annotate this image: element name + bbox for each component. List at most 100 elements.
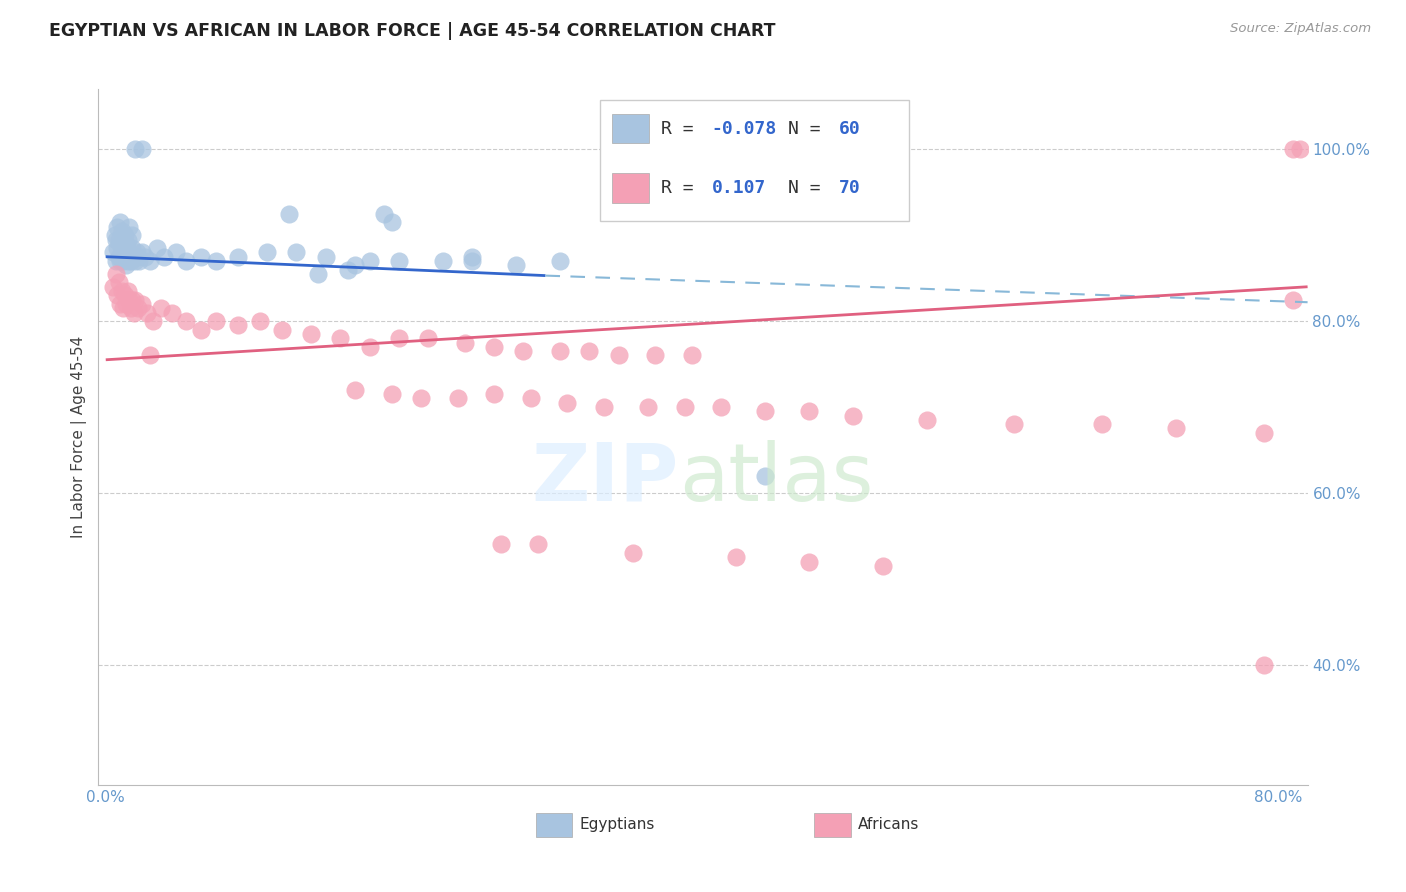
Point	[122, 305, 145, 319]
Point	[112, 301, 135, 316]
Point	[105, 233, 128, 247]
Point	[115, 297, 138, 311]
Point	[125, 245, 148, 260]
Point	[343, 258, 366, 272]
Point	[110, 297, 132, 311]
Y-axis label: In Labor Force | Age 45-54: In Labor Force | Age 45-54	[72, 336, 87, 538]
Point	[1253, 657, 1275, 672]
Point	[121, 228, 143, 243]
Point	[1282, 142, 1305, 156]
Point	[637, 400, 659, 414]
Point	[110, 215, 132, 229]
Point	[512, 344, 534, 359]
Point	[799, 555, 821, 569]
Text: 60: 60	[838, 120, 860, 138]
Point	[111, 245, 134, 260]
Point	[134, 250, 156, 264]
Point	[117, 284, 139, 298]
Point	[299, 326, 322, 341]
Text: N =: N =	[787, 120, 831, 138]
Point	[681, 349, 703, 363]
Point	[593, 400, 616, 414]
Point	[607, 349, 630, 363]
Text: atlas: atlas	[679, 440, 873, 518]
Point	[1091, 417, 1114, 432]
Point	[142, 314, 165, 328]
Point	[359, 254, 381, 268]
FancyBboxPatch shape	[536, 813, 572, 837]
Point	[278, 207, 301, 221]
Point	[505, 258, 527, 272]
Point	[118, 293, 141, 307]
Point	[118, 245, 141, 260]
Point	[548, 344, 571, 359]
Point	[621, 546, 644, 560]
Point	[724, 550, 747, 565]
Point	[754, 468, 776, 483]
Text: 0.107: 0.107	[711, 179, 766, 197]
Text: EGYPTIAN VS AFRICAN IN LABOR FORCE | AGE 45-54 CORRELATION CHART: EGYPTIAN VS AFRICAN IN LABOR FORCE | AGE…	[49, 22, 776, 40]
Text: Egyptians: Egyptians	[579, 817, 655, 832]
Text: 70: 70	[838, 179, 860, 197]
Text: R =: R =	[661, 120, 704, 138]
Point	[127, 301, 149, 316]
Point	[872, 558, 894, 573]
Point	[388, 331, 411, 345]
Point	[226, 318, 249, 333]
Point	[1282, 293, 1305, 307]
FancyBboxPatch shape	[600, 100, 908, 221]
Point	[1289, 142, 1312, 156]
Point	[108, 276, 131, 290]
Point	[520, 392, 543, 406]
Point	[461, 254, 484, 268]
Point	[644, 349, 666, 363]
Point	[150, 301, 173, 316]
Point	[112, 233, 135, 247]
Point	[138, 254, 160, 268]
Point	[482, 340, 505, 354]
Point	[111, 284, 134, 298]
Point	[1004, 417, 1026, 432]
Point	[121, 293, 143, 307]
Point	[107, 241, 129, 255]
Point	[373, 207, 395, 221]
Text: -0.078: -0.078	[711, 120, 776, 138]
Point	[107, 288, 129, 302]
Point	[127, 250, 149, 264]
Point	[135, 305, 157, 319]
Point	[204, 254, 226, 268]
Point	[110, 254, 132, 268]
Point	[120, 301, 142, 316]
Point	[105, 267, 128, 281]
Point	[336, 262, 359, 277]
Point	[117, 233, 139, 247]
Point	[122, 250, 145, 264]
Point	[101, 279, 124, 293]
Point	[799, 404, 821, 418]
Point	[153, 250, 176, 264]
Point	[482, 387, 505, 401]
Point	[557, 395, 579, 409]
Point	[114, 250, 136, 264]
Point	[121, 241, 143, 255]
Point	[124, 142, 146, 156]
FancyBboxPatch shape	[613, 173, 648, 202]
Point	[204, 314, 226, 328]
Point	[842, 409, 865, 423]
Point	[461, 250, 484, 264]
Point	[114, 288, 136, 302]
Point	[578, 344, 600, 359]
FancyBboxPatch shape	[814, 813, 851, 837]
Point	[710, 400, 733, 414]
FancyBboxPatch shape	[613, 114, 648, 144]
Point	[418, 331, 440, 345]
Point	[124, 254, 146, 268]
Text: Africans: Africans	[858, 817, 920, 832]
Point	[120, 254, 142, 268]
Point	[190, 250, 212, 264]
Point	[754, 404, 776, 418]
Point	[115, 236, 138, 251]
Point	[110, 236, 132, 251]
Point	[249, 314, 271, 328]
Point	[112, 254, 135, 268]
